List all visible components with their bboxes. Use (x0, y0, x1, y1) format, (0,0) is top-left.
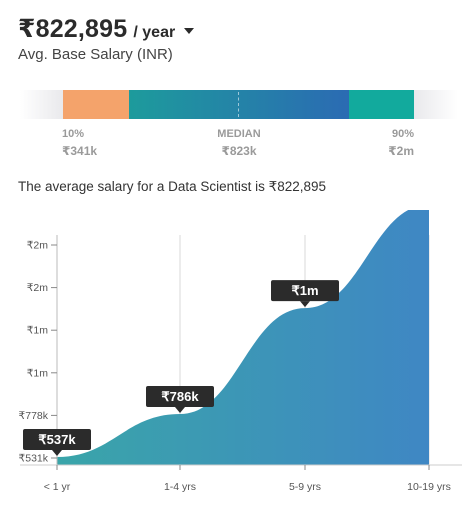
range-segment-median (129, 90, 349, 119)
range-median-value: ₹823k (221, 144, 257, 158)
value-badge (23, 428, 91, 450)
range-label-high: 90% ₹2m (378, 127, 414, 159)
range-label-median: MEDIAN ₹823k (204, 127, 274, 159)
range-high-value: ₹2m (388, 144, 414, 158)
x-tick-label: 5-9 yrs (289, 481, 321, 493)
x-tick-label: 10-19 yrs (407, 481, 451, 493)
salary-amount: ₹822,895 (18, 15, 128, 43)
x-tick-label: < 1 yr (44, 481, 71, 493)
range-fade-left (20, 90, 63, 119)
y-tick-label: ₹2m (27, 282, 49, 294)
range-median-percentile: MEDIAN (217, 128, 261, 140)
range-high-percentile: 90% (391, 128, 414, 140)
range-segment-high (349, 90, 414, 119)
range-low-percentile: 10% (62, 128, 85, 140)
range-low-value: ₹341k (62, 144, 98, 158)
range-fade-right (414, 90, 458, 119)
value-badge-pointer (52, 449, 62, 456)
salary-range-bar (20, 90, 458, 119)
x-tick-label: 1-4 yrs (164, 481, 196, 493)
value-badge-pointer (175, 407, 185, 414)
y-tick-label: ₹2m (27, 240, 49, 252)
y-tick-label: ₹1m (27, 367, 49, 379)
salary-area-series (57, 210, 429, 465)
data-label: ₹1m (291, 283, 318, 298)
y-tick-label: ₹778k (19, 410, 49, 422)
data-label: ₹537k (38, 432, 76, 447)
y-tick-label: ₹1m (27, 325, 49, 337)
data-label: ₹786k (161, 389, 199, 404)
period-selector[interactable]: / year (133, 24, 176, 41)
salary-header: ₹822,895 / year (18, 14, 195, 44)
salary-subtitle: Avg. Base Salary (INR) (18, 46, 173, 63)
value-badge (146, 386, 214, 408)
value-badge (271, 280, 339, 302)
median-marker (238, 92, 239, 117)
value-badge-pointer (300, 301, 310, 308)
y-tick-label: ₹531k (19, 453, 49, 465)
experience-salary-chart: ₹531k ₹778k ₹1m ₹1m ₹2m ₹2m < 1 yr 1-4 yrs 5-9 y… (19, 210, 462, 493)
range-label-low: 10% ₹341k (62, 127, 97, 159)
chevron-down-icon[interactable] (184, 28, 195, 34)
range-segment-low (63, 90, 129, 119)
average-salary-text: The average salary for a Data Scientist … (18, 179, 327, 194)
